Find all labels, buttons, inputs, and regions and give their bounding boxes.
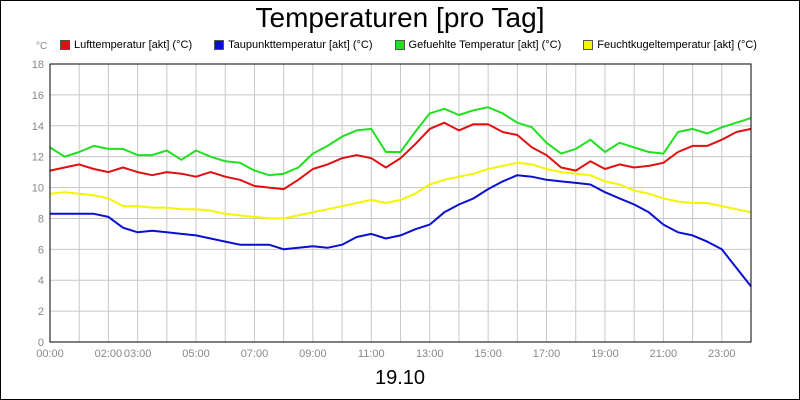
chart-title: Temperaturen [pro Tag] xyxy=(255,2,545,33)
legend-swatch-feuchtkugeltemperatur xyxy=(583,40,594,50)
legend-swatch-gefuehlte-temperatur xyxy=(394,40,405,50)
y-axis-unit: °C xyxy=(36,41,48,52)
x-tick-label: 02:00 xyxy=(95,348,123,360)
x-tick-label: 13:00 xyxy=(416,348,444,360)
x-axis-date-label: 19.10 xyxy=(374,367,426,389)
x-tick-label: 17:00 xyxy=(533,348,561,360)
legend-item-feuchtkugeltemperatur: Feuchtkugeltemperatur [akt] (°C) xyxy=(583,37,757,53)
x-tick-label: 05:00 xyxy=(182,348,210,360)
x-tick-label: 15:00 xyxy=(474,348,502,360)
series-line-1 xyxy=(50,174,752,288)
x-tick-label: 00:00 xyxy=(36,348,64,360)
y-tick-label: 0 xyxy=(38,337,44,349)
legend-label-gefuehlte-temperatur: Gefuehlte Temperatur [akt] (°C) xyxy=(408,39,562,51)
plot-border xyxy=(49,63,752,343)
x-tick-label: 03:00 xyxy=(124,348,152,360)
series-line-0 xyxy=(49,121,752,191)
x-tick-label: 23:00 xyxy=(708,348,736,360)
x-tick-label: 09:00 xyxy=(299,348,327,360)
legend-swatch-lufttemperatur xyxy=(60,40,70,50)
legend-label-lufttemperatur: Lufttemperatur [akt] (°C) xyxy=(74,39,193,51)
y-tick-label: 12 xyxy=(32,152,44,164)
chart-legend: Lufttemperatur [akt] (°C) Taupunkttemper… xyxy=(60,37,779,53)
series-line-3 xyxy=(49,161,752,220)
y-tick-label: 14 xyxy=(32,121,44,133)
x-tick-label: 21:00 xyxy=(650,348,678,360)
x-tick-label: 07:00 xyxy=(241,348,269,360)
y-tick-label: 4 xyxy=(38,275,44,287)
x-tick-label: 19:00 xyxy=(591,348,619,360)
legend-label-feuchtkugeltemperatur: Feuchtkugeltemperatur [akt] (°C) xyxy=(597,39,757,51)
legend-item-taupunkttemperatur: Taupunkttemperatur [akt] (°C) xyxy=(214,37,373,53)
legend-item-lufttemperatur: Lufttemperatur [akt] (°C) xyxy=(60,37,192,53)
series-line-2 xyxy=(49,106,752,177)
y-tick-label: 8 xyxy=(38,213,44,225)
legend-item-gefuehlte-temperatur: Gefuehlte Temperatur [akt] (°C) xyxy=(394,37,562,53)
legend-label-taupunkttemperatur: Taupunkttemperatur [akt] (°C) xyxy=(228,39,373,51)
y-tick-label: 10 xyxy=(32,183,44,195)
y-tick-label: 2 xyxy=(38,306,44,318)
y-tick-label: 6 xyxy=(38,244,44,256)
x-tick-label: 11:00 xyxy=(358,348,385,360)
y-tick-label: 16 xyxy=(32,90,44,102)
legend-swatch-taupunkttemperatur xyxy=(214,40,225,50)
y-tick-label: 18 xyxy=(32,59,44,71)
